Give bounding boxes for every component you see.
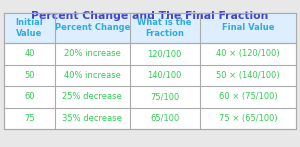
Text: Percent Change: Percent Change	[55, 24, 130, 32]
Text: 75: 75	[24, 114, 35, 123]
Text: 50: 50	[24, 71, 35, 80]
Text: 65/100: 65/100	[150, 114, 179, 123]
Text: 25% decrease: 25% decrease	[62, 92, 122, 101]
Text: 20% increase: 20% increase	[64, 49, 121, 58]
Text: What is the
Fraction: What is the Fraction	[137, 18, 192, 38]
Text: 120/100: 120/100	[147, 49, 182, 58]
Text: 40 × (120/100): 40 × (120/100)	[216, 49, 280, 58]
Text: 35% decrease: 35% decrease	[62, 114, 122, 123]
Text: 75 × (65/100): 75 × (65/100)	[218, 114, 277, 123]
Text: 40: 40	[24, 49, 35, 58]
Bar	[4, 13, 296, 129]
Text: 140/100: 140/100	[147, 71, 182, 80]
Text: Initial
Value: Initial Value	[16, 18, 44, 38]
Bar	[4, 13, 296, 43]
Text: 60 × (75/100): 60 × (75/100)	[218, 92, 277, 101]
Text: Percent Change and The Final Fraction: Percent Change and The Final Fraction	[31, 11, 269, 21]
Text: Final Value: Final Value	[222, 24, 274, 32]
Text: 50 × (140/100): 50 × (140/100)	[216, 71, 280, 80]
Text: 75/100: 75/100	[150, 92, 179, 101]
Text: 40% increase: 40% increase	[64, 71, 121, 80]
Text: 60: 60	[24, 92, 35, 101]
